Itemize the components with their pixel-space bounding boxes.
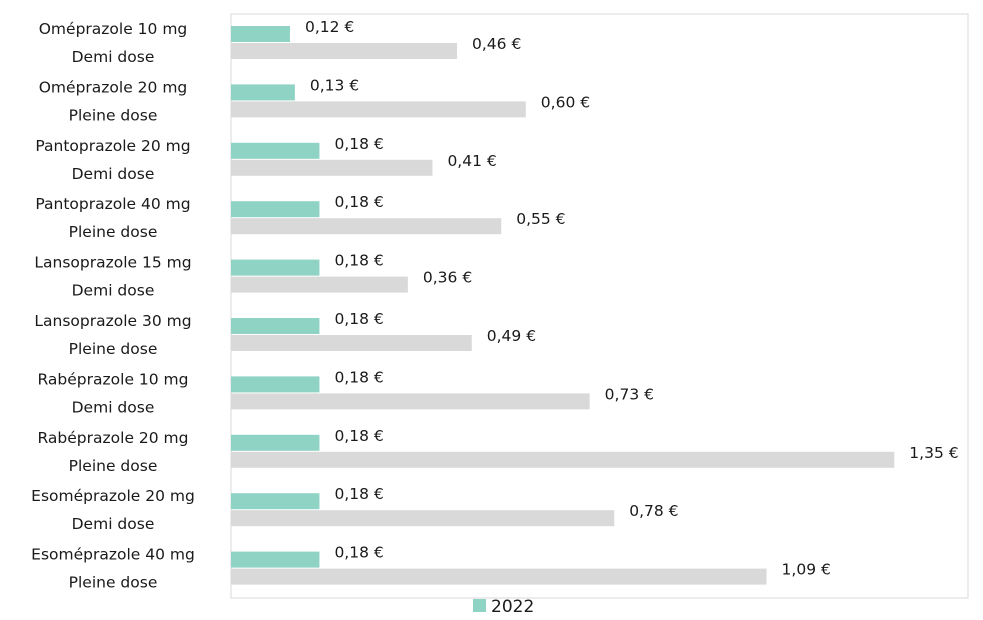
plot-area-border [230, 13, 969, 599]
category-label: Pantoprazole 40 mg [35, 195, 190, 213]
bar-series-1 [231, 218, 502, 235]
category-label: Demi dose [72, 48, 155, 66]
bar-series-1 [231, 43, 458, 59]
bar-series-1 [231, 101, 526, 118]
bar-series-0 [231, 201, 320, 218]
category-label: Demi dose [72, 398, 155, 416]
category-label: Pleine dose [69, 457, 158, 475]
category-label: Pleine dose [69, 574, 158, 592]
data-label: 1,09 € [782, 561, 831, 579]
bar-series-0 [231, 551, 320, 568]
category-label: Demi dose [72, 515, 155, 533]
category-label: Rabéprazole 20 mg [38, 429, 189, 447]
data-label: 0,12 € [305, 18, 354, 36]
bar-series-1 [231, 568, 767, 585]
bar-series-1 [231, 393, 590, 410]
category-label: Lansoprazole 15 mg [34, 254, 191, 272]
bar-series-0 [231, 318, 320, 334]
data-label: 0,36 € [423, 269, 472, 287]
category-label: Oméprazole 10 mg [39, 20, 188, 38]
category-label: Esoméprazole 20 mg [31, 487, 195, 505]
bar-series-1 [231, 276, 408, 293]
data-label: 0,60 € [541, 93, 590, 111]
data-label: 0,18 € [334, 485, 383, 503]
category-label: Esoméprazole 40 mg [31, 546, 195, 564]
data-label: 0,13 € [310, 76, 359, 94]
data-label: 0,41 € [447, 152, 496, 170]
category-label: Demi dose [72, 282, 155, 300]
data-label: 0,18 € [334, 135, 383, 153]
bar-series-1 [231, 159, 433, 176]
data-label: 0,78 € [629, 502, 678, 520]
bar-series-0 [231, 84, 295, 101]
category-label: Pantoprazole 20 mg [35, 137, 190, 155]
data-label: 0,18 € [334, 368, 383, 386]
category-label: Pleine dose [69, 223, 158, 241]
category-label: Rabéprazole 10 mg [38, 370, 189, 388]
bar-series-0 [231, 376, 320, 393]
legend-swatch [473, 599, 486, 612]
bar-series-1 [231, 510, 615, 527]
bar-series-0 [231, 142, 320, 159]
data-label: 0,18 € [334, 252, 383, 270]
data-label: 0,49 € [487, 327, 536, 345]
bar-series-0 [231, 26, 290, 42]
data-label: 0,46 € [472, 35, 521, 53]
data-label: 0,18 € [334, 544, 383, 562]
category-label: Lansoprazole 30 mg [34, 312, 191, 330]
category-label: Oméprazole 20 mg [39, 78, 188, 96]
data-label: 0,18 € [334, 193, 383, 211]
category-label: Pleine dose [69, 340, 158, 358]
bar-series-1 [231, 451, 895, 468]
bar-series-1 [231, 335, 472, 351]
data-label: 0,18 € [334, 310, 383, 328]
data-label: 0,18 € [334, 427, 383, 445]
category-label: Demi dose [72, 165, 155, 183]
data-label: 0,73 € [605, 385, 654, 403]
data-label: 1,35 € [909, 444, 958, 462]
bar-series-0 [231, 259, 320, 276]
bar-series-0 [231, 493, 320, 510]
category-label: Pleine dose [69, 106, 158, 124]
legend-label: 2022 [491, 597, 534, 617]
data-label: 0,55 € [516, 210, 565, 228]
bar-series-0 [231, 434, 320, 451]
